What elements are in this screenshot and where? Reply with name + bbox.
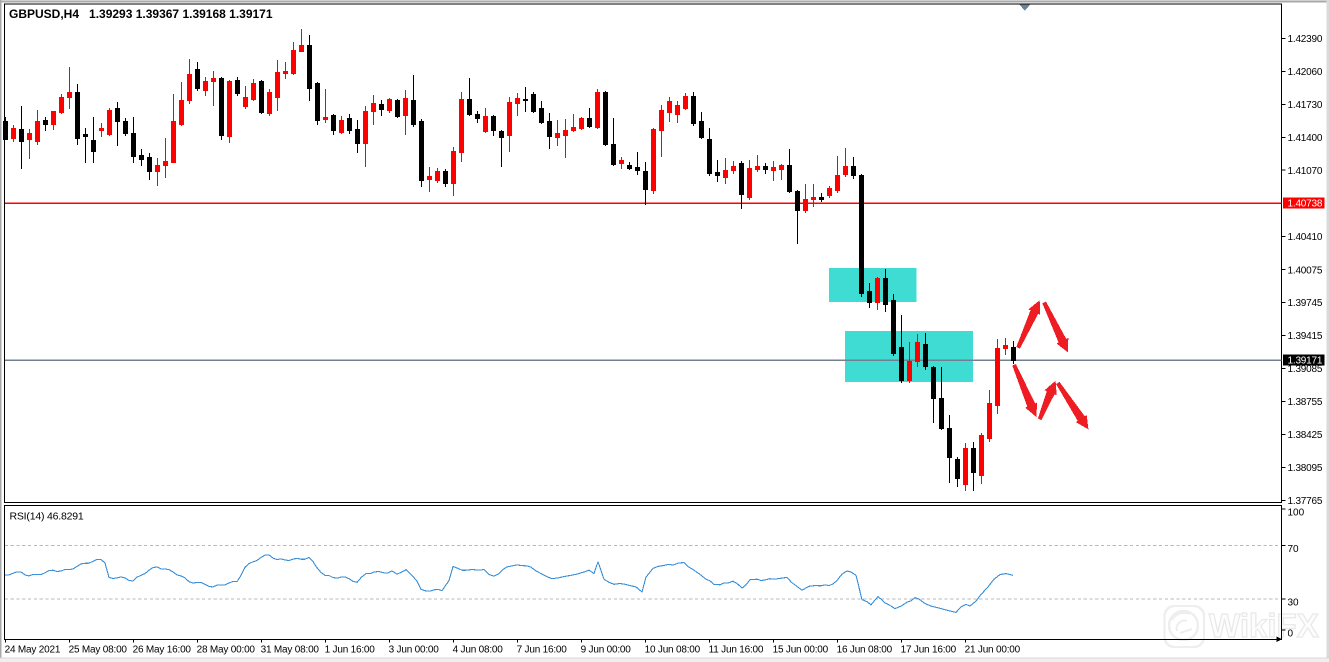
svg-text:15 Jun 00:00: 15 Jun 00:00 (773, 645, 829, 656)
svg-text:WikiFX: WikiFX (1209, 607, 1319, 644)
svg-text:28 May 00:00: 28 May 00:00 (197, 645, 256, 656)
svg-text:21 Jun 00:00: 21 Jun 00:00 (965, 645, 1021, 656)
svg-text:24 May 2021: 24 May 2021 (5, 645, 61, 656)
svg-text:1.39745: 1.39745 (1288, 298, 1323, 309)
svg-text:25 May 08:00: 25 May 08:00 (69, 645, 128, 656)
svg-text:1.38095: 1.38095 (1288, 463, 1323, 474)
svg-text:1.41070: 1.41070 (1288, 166, 1323, 177)
svg-text:26 May 16:00: 26 May 16:00 (133, 645, 192, 656)
svg-text:1.41400: 1.41400 (1288, 133, 1323, 144)
svg-text:1.38425: 1.38425 (1288, 430, 1323, 441)
svg-text:10 Jun 08:00: 10 Jun 08:00 (645, 645, 701, 656)
svg-text:4 Jun 08:00: 4 Jun 08:00 (453, 645, 504, 656)
svg-text:1.39171: 1.39171 (1288, 356, 1323, 367)
svg-text:70: 70 (1288, 544, 1300, 555)
svg-text:1.41730: 1.41730 (1288, 100, 1323, 111)
svg-text:31 May 08:00: 31 May 08:00 (261, 645, 320, 656)
svg-text:1.40075: 1.40075 (1288, 265, 1323, 276)
svg-text:17 Jun 16:00: 17 Jun 16:00 (901, 645, 957, 656)
svg-text:RSI(14) 46.8291: RSI(14) 46.8291 (10, 510, 84, 522)
svg-text:0: 0 (1288, 629, 1294, 640)
svg-text:1.40738: 1.40738 (1288, 199, 1323, 210)
svg-text:1 Jun 16:00: 1 Jun 16:00 (325, 645, 376, 656)
svg-text:16 Jun 08:00: 16 Jun 08:00 (837, 645, 893, 656)
svg-text:1.38755: 1.38755 (1288, 397, 1323, 408)
svg-text:3 Jun 00:00: 3 Jun 00:00 (389, 645, 440, 656)
svg-text:11 Jun 16:00: 11 Jun 16:00 (709, 645, 764, 656)
svg-text:100: 100 (1288, 508, 1305, 519)
svg-text:1.39085: 1.39085 (1288, 364, 1323, 375)
svg-text:30: 30 (1288, 598, 1300, 609)
svg-text:1.40410: 1.40410 (1288, 232, 1323, 243)
svg-text:GBPUSD,H4 1.39293 1.39367 1.: GBPUSD,H4 1.39293 1.39367 1.39168 1.3917… (9, 7, 273, 21)
svg-text:1.37765: 1.37765 (1288, 496, 1323, 507)
svg-text:1.42390: 1.42390 (1288, 34, 1323, 45)
svg-text:1.39415: 1.39415 (1288, 331, 1323, 342)
svg-text:7 Jun 16:00: 7 Jun 16:00 (517, 645, 568, 656)
svg-text:1.42060: 1.42060 (1288, 67, 1323, 78)
svg-text:9 Jun 00:00: 9 Jun 00:00 (581, 645, 632, 656)
